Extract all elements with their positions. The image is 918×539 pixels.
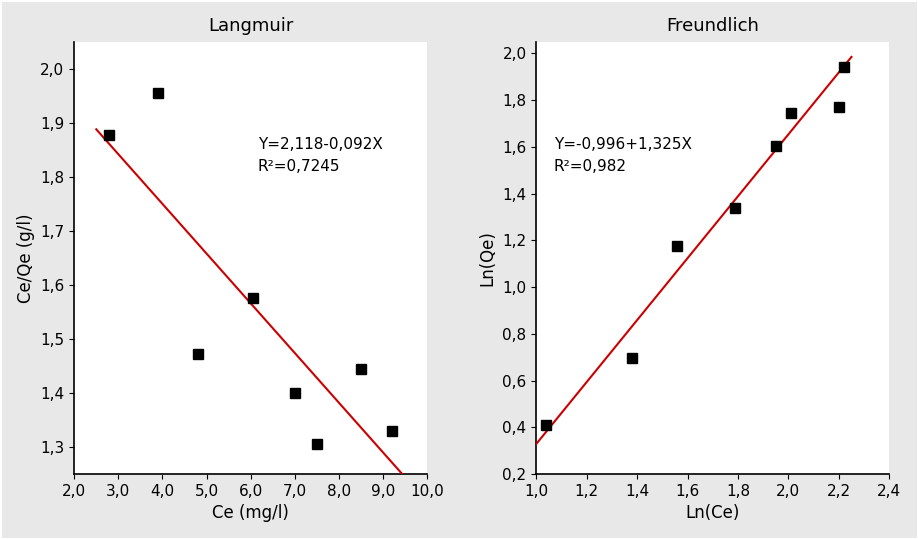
X-axis label: Ln(Ce): Ln(Ce) [686,505,740,522]
Text: Y=2,118-0,092X
R²=0,7245: Y=2,118-0,092X R²=0,7245 [258,137,383,174]
Y-axis label: Ce/Qe (g/l): Ce/Qe (g/l) [17,213,35,303]
Y-axis label: Ln(Qe): Ln(Qe) [479,230,497,286]
Title: Freundlich: Freundlich [666,17,759,34]
Text: Y=-0,996+1,325X
R²=0,982: Y=-0,996+1,325X R²=0,982 [554,137,692,174]
X-axis label: Ce (mg/l): Ce (mg/l) [212,505,289,522]
Title: Langmuir: Langmuir [208,17,294,34]
